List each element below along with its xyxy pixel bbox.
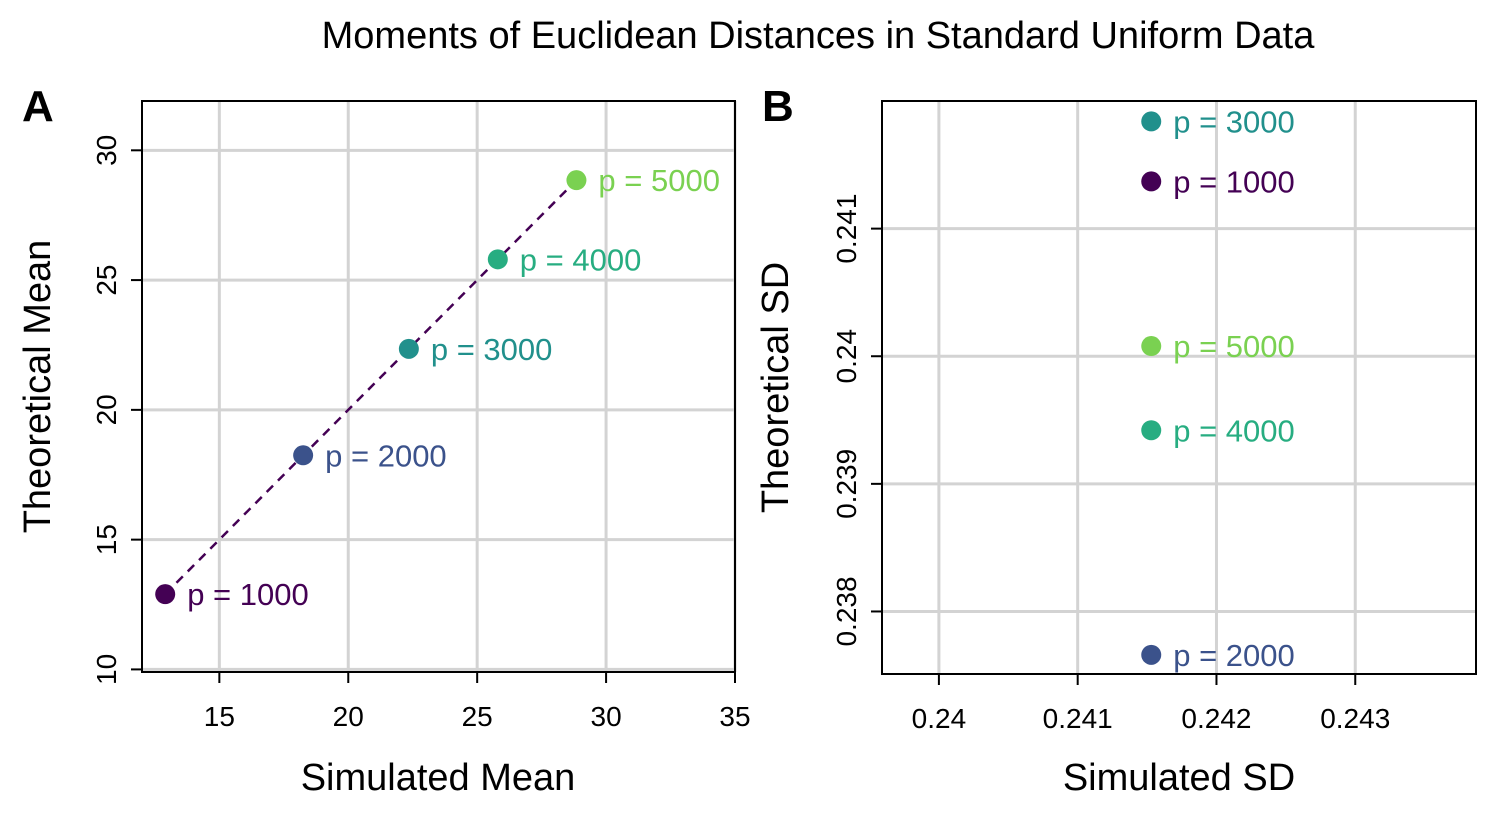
y-tick-label: 25: [91, 265, 122, 296]
data-point: [1141, 111, 1162, 132]
x-axis-label: Simulated SD: [1063, 757, 1295, 799]
x-axis-label: Simulated Mean: [301, 757, 576, 799]
panel-b-scatter: 0.24 0.241 0.242 0.243 0.238 0.239 0.24 0.241 Si…: [755, 100, 1477, 799]
panel-letter-b: B: [762, 82, 794, 131]
point-label: p = 1000: [1173, 164, 1295, 199]
y-tick-label: 0.24: [831, 329, 862, 384]
x-tick-label: 15: [204, 701, 235, 732]
data-point: [1141, 171, 1162, 192]
y-axis-label: Theoretical SD: [755, 262, 797, 513]
chart-title: Moments of Euclidean Distances in Standa…: [322, 15, 1316, 57]
panel-a-scatter: 15 20 25 30 35 10 15 20 25 30 Simulated Mean Theore…: [17, 100, 751, 799]
point-label: p = 3000: [431, 332, 553, 367]
point-label: p = 2000: [1173, 638, 1295, 673]
plot-frame: [881, 100, 1477, 675]
y-axis-label: Theoretical Mean: [17, 240, 59, 534]
x-tick-label: 20: [333, 701, 364, 732]
data-point: [566, 170, 587, 191]
point-label: p = 5000: [598, 163, 720, 198]
point-label: p = 4000: [1173, 413, 1295, 448]
reference-line: [164, 180, 577, 596]
point-label: p = 2000: [325, 438, 447, 473]
point-label: p = 4000: [520, 242, 642, 277]
y-tick-label: 0.241: [831, 194, 862, 264]
point-label: p = 1000: [187, 577, 309, 612]
data-point: [1141, 336, 1162, 357]
x-tick-label: 0.24: [912, 703, 967, 734]
x-tick-label: 0.241: [1043, 703, 1113, 734]
point-label: p = 3000: [1173, 104, 1295, 139]
plot-frame: [141, 100, 736, 673]
data-point: [1141, 644, 1162, 665]
x-tick-label: 0.242: [1181, 703, 1251, 734]
y-tick-label: 15: [91, 524, 122, 555]
x-tick-label: 0.243: [1320, 703, 1390, 734]
y-tick-label: 20: [91, 394, 122, 425]
data-point: [155, 584, 176, 605]
data-point: [293, 445, 314, 466]
point-label: p = 5000: [1173, 329, 1295, 364]
data-point: [487, 249, 508, 270]
data-point: [398, 338, 419, 359]
y-tick-label: 0.238: [831, 576, 862, 646]
y-tick-label: 0.239: [831, 449, 862, 519]
panel-letter-a: A: [22, 82, 54, 131]
y-tick-label: 10: [91, 654, 122, 685]
data-point: [1141, 420, 1162, 441]
y-tick-label: 30: [91, 135, 122, 166]
x-tick-label: 25: [462, 701, 493, 732]
x-tick-label: 30: [591, 701, 622, 732]
x-tick-label: 35: [719, 701, 750, 732]
